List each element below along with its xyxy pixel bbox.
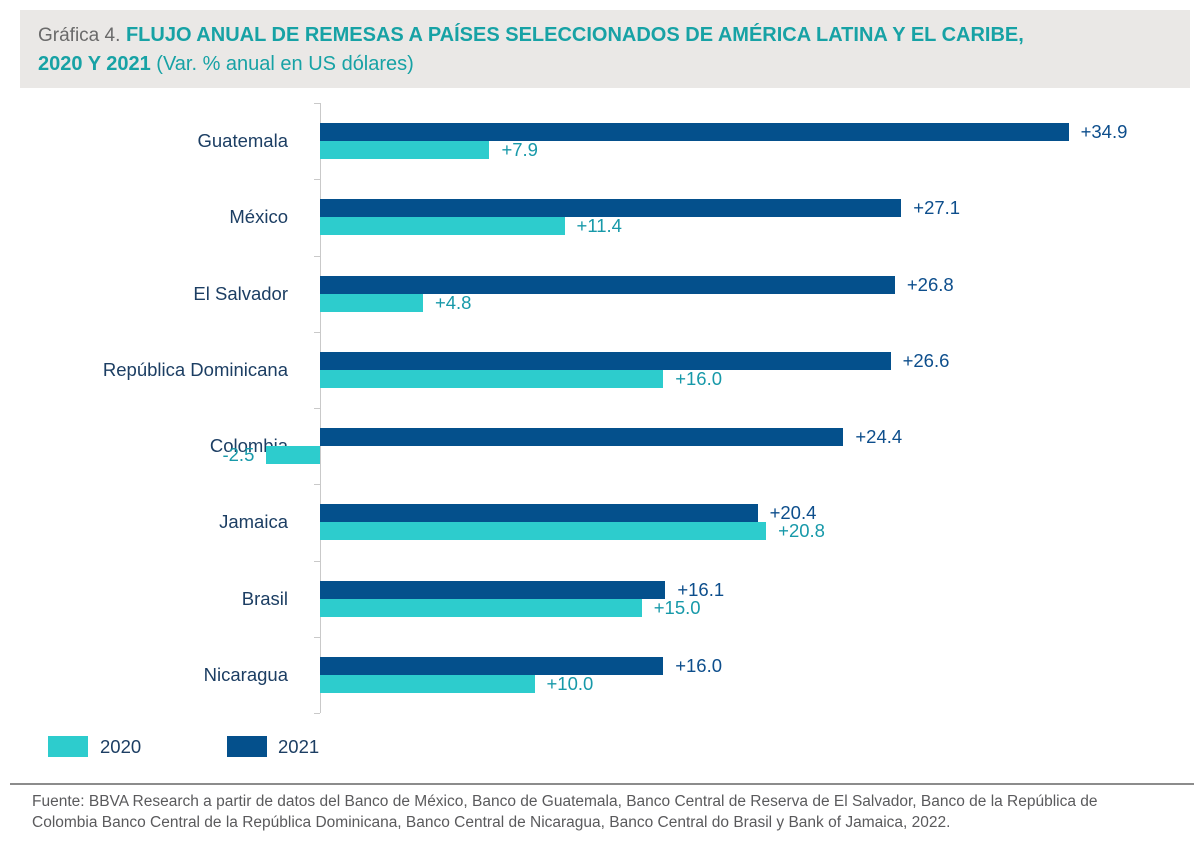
- value-label-2021: +26.8: [906, 273, 954, 295]
- value-label-2021: +16.0: [675, 654, 722, 676]
- value-label-2020: +7.9: [501, 139, 538, 160]
- bar-2021: [320, 504, 758, 523]
- category-label: Jamaica: [219, 511, 288, 533]
- value-label-2020: +16.0: [675, 367, 722, 389]
- legend-swatch-2021: [227, 736, 267, 757]
- bar-2021: [320, 580, 666, 599]
- value-label-2020: +10.0: [546, 672, 594, 694]
- axis-tick: [314, 103, 320, 104]
- bar-row: El Salvador +26.8 +4.8: [0, 256, 1204, 332]
- bar-2020: [320, 598, 642, 617]
- value-label-2021: +20.4: [769, 502, 817, 524]
- value-label-2021: +26.6: [902, 349, 950, 371]
- bar-row: Colombia +24.4 -2.5: [0, 408, 1204, 484]
- bar-2020: [266, 446, 320, 464]
- category-label: El Salvador: [193, 282, 288, 304]
- bar-2020: [320, 674, 535, 693]
- category-label: Guatemala: [197, 130, 289, 151]
- value-label-2021: +27.1: [913, 197, 961, 219]
- category-label: Nicaragua: [203, 663, 288, 685]
- bar-row: República Dominicana +26.6 +16.0: [0, 332, 1204, 408]
- source-text: Fuente: BBVA Research a partir de datos …: [32, 793, 1098, 831]
- value-label-2020: +4.8: [434, 291, 472, 313]
- footer-divider: Fuente: BBVA Research a partir de datos …: [10, 783, 1194, 833]
- bar-row: Nicaragua +16.0 +10.0: [0, 637, 1204, 713]
- axis-tick: [314, 484, 320, 486]
- axis-tick: [314, 179, 320, 181]
- value-label-2021: +34.9: [1080, 121, 1128, 142]
- bar-2021: [320, 428, 844, 446]
- bar-row: Jamaica +20.4 +20.8: [0, 484, 1204, 560]
- chart-header: Gráfica 4. FLUJO ANUAL DE REMESAS A PAÍS…: [20, 10, 1190, 88]
- value-label-2020: -2.5: [222, 444, 255, 465]
- bar-2021: [320, 123, 1069, 141]
- bar-2021: [320, 199, 902, 218]
- axis-tick: [314, 636, 320, 638]
- bar-2020: [320, 217, 565, 236]
- chart-title-line2: 2020 Y 2021: [38, 53, 151, 75]
- legend-swatch-2020: [48, 736, 88, 757]
- category-label: República Dominicana: [102, 358, 288, 380]
- bar-row: Brasil +16.1 +15.0: [0, 561, 1204, 637]
- bar-2020: [320, 369, 664, 388]
- axis-tick: [314, 713, 320, 714]
- y-axis-line: [320, 103, 321, 713]
- axis-tick: [314, 408, 320, 409]
- bar-row: México +27.1 +11.4: [0, 179, 1204, 255]
- value-label-2021: +24.4: [855, 426, 903, 447]
- bar-2021: [320, 351, 891, 370]
- plot-area: Guatemala +34.9 +7.9 México +27.1 +11.4 El Sal…: [0, 103, 1204, 714]
- category-label: Brasil: [241, 587, 288, 609]
- value-label-2021: +16.1: [677, 578, 725, 600]
- axis-tick: [314, 560, 320, 562]
- legend-label-2020: 2020: [100, 736, 142, 757]
- value-label-2020: +11.4: [576, 215, 622, 237]
- bar-row: Guatemala +34.9 +7.9: [0, 103, 1204, 179]
- legend: 2020 2021: [0, 735, 1204, 759]
- chart-title-line1: FLUJO ANUAL DE REMESAS A PAÍSES SELECCIO…: [125, 24, 1024, 46]
- value-label-2020: +20.8: [778, 520, 825, 542]
- category-label: México: [229, 206, 288, 228]
- legend-label-2021: 2021: [278, 736, 320, 757]
- axis-tick: [314, 331, 320, 333]
- bar-2021: [320, 275, 895, 294]
- bar-2021: [320, 656, 664, 675]
- axis-tick: [314, 255, 320, 257]
- figure-label: Gráfica 4.: [38, 25, 121, 46]
- chart-subtitle: (Var. % anual en US dólares): [156, 53, 414, 75]
- bar-2020: [320, 141, 490, 159]
- bar-2020: [320, 522, 767, 541]
- bar-2020: [320, 293, 423, 312]
- value-label-2020: +15.0: [653, 596, 701, 618]
